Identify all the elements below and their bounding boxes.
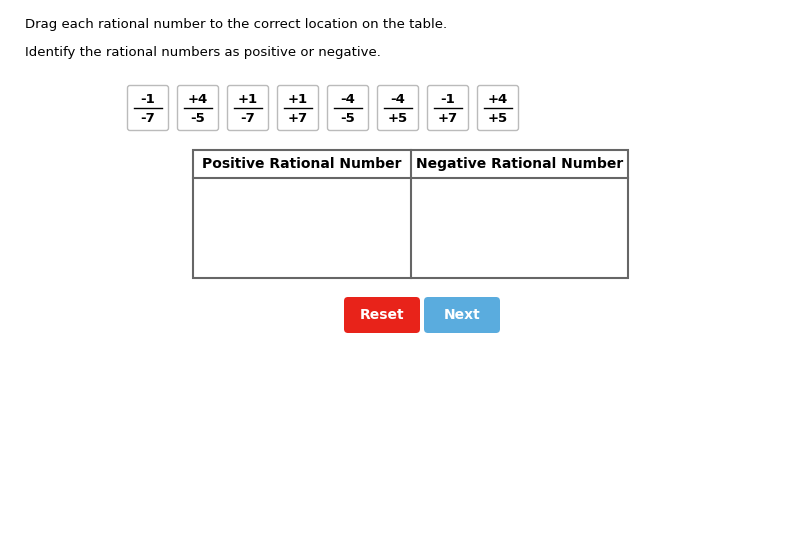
Text: -1: -1 (441, 93, 455, 106)
Text: +7: +7 (438, 111, 458, 124)
Text: -5: -5 (190, 111, 206, 124)
FancyBboxPatch shape (327, 86, 369, 130)
FancyBboxPatch shape (478, 86, 518, 130)
Text: +4: +4 (488, 93, 508, 106)
Text: +4: +4 (188, 93, 208, 106)
Text: -4: -4 (341, 93, 355, 106)
FancyBboxPatch shape (127, 86, 169, 130)
Text: +1: +1 (288, 93, 308, 106)
Text: Identify the rational numbers as positive or negative.: Identify the rational numbers as positiv… (25, 46, 381, 59)
Text: -4: -4 (390, 93, 406, 106)
Text: +1: +1 (238, 93, 258, 106)
Text: +7: +7 (288, 111, 308, 124)
Text: +5: +5 (388, 111, 408, 124)
Text: -7: -7 (141, 111, 155, 124)
Text: -7: -7 (241, 111, 255, 124)
Text: Positive Rational Number: Positive Rational Number (202, 157, 402, 171)
FancyBboxPatch shape (378, 86, 418, 130)
FancyBboxPatch shape (278, 86, 318, 130)
Text: Next: Next (444, 308, 480, 322)
Text: Negative Rational Number: Negative Rational Number (416, 157, 623, 171)
FancyBboxPatch shape (227, 86, 269, 130)
Text: Drag each rational number to the correct location on the table.: Drag each rational number to the correct… (25, 18, 447, 31)
Text: Reset: Reset (360, 308, 404, 322)
Text: -5: -5 (341, 111, 355, 124)
Text: -1: -1 (141, 93, 155, 106)
FancyBboxPatch shape (344, 297, 420, 333)
FancyBboxPatch shape (178, 86, 218, 130)
Bar (193, 150, 628, 278)
Text: +5: +5 (488, 111, 508, 124)
FancyBboxPatch shape (427, 86, 469, 130)
FancyBboxPatch shape (424, 297, 500, 333)
